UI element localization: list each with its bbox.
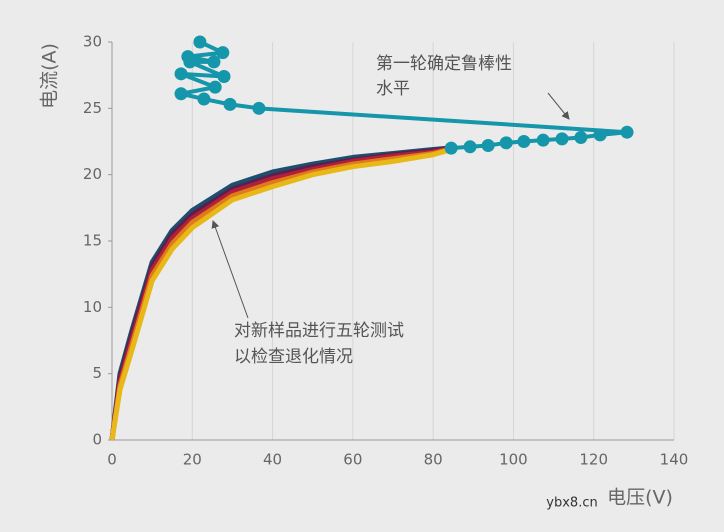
arrow: [547, 92, 570, 120]
marker: [217, 69, 231, 83]
series-line: [109, 145, 450, 441]
marker: [517, 135, 531, 148]
marker: [223, 97, 237, 111]
marker: [444, 141, 458, 155]
y-tick-label: 15: [83, 232, 102, 250]
x-tick-label: 40: [263, 451, 282, 469]
marker: [499, 136, 513, 150]
marker: [208, 80, 222, 94]
arrow: [211, 220, 249, 319]
marker: [555, 132, 569, 146]
annotation: 第一轮确定鲁棒性: [376, 54, 512, 74]
marker: [207, 55, 221, 69]
series-line: [109, 147, 450, 441]
x-tick-label: 0: [107, 451, 117, 469]
x-tick-label: 100: [499, 451, 528, 469]
x-tick-label: 60: [343, 451, 362, 469]
series-line: [109, 145, 450, 441]
annotation: 对新样品进行五轮测试: [234, 321, 404, 341]
y-tick-label: 25: [83, 99, 102, 117]
x-tick-label: 80: [424, 451, 443, 469]
watermark: ybx8.cn: [546, 496, 597, 511]
marker: [463, 140, 477, 154]
x-tick-label: 120: [579, 451, 608, 469]
y-tick-label: 0: [92, 431, 102, 449]
marker: [193, 35, 207, 49]
y-tick-label: 5: [92, 364, 102, 382]
annotation: 以检查退化情况: [234, 347, 353, 367]
series-line: [179, 40, 630, 151]
y-tick-label: 30: [83, 33, 102, 51]
x-axis-label: 电压(V): [607, 487, 673, 509]
y-axis-label: 电流(A): [39, 43, 61, 109]
series-line: [109, 147, 450, 441]
series-line: [109, 146, 450, 441]
marker: [216, 46, 230, 60]
y-tick-label: 20: [83, 165, 102, 183]
marker: [174, 67, 188, 81]
marker: [481, 138, 495, 152]
marker: [252, 101, 266, 115]
annotation: 水平: [376, 79, 410, 99]
y-tick-label: 10: [83, 298, 102, 316]
marker: [174, 87, 188, 101]
marker: [574, 131, 588, 145]
x-tick-label: 20: [183, 451, 202, 469]
marker: [620, 125, 634, 139]
marker: [181, 50, 195, 64]
marker: [536, 133, 550, 147]
marker: [197, 92, 211, 106]
x-tick-label: 140: [660, 451, 689, 469]
marker: [593, 128, 607, 142]
